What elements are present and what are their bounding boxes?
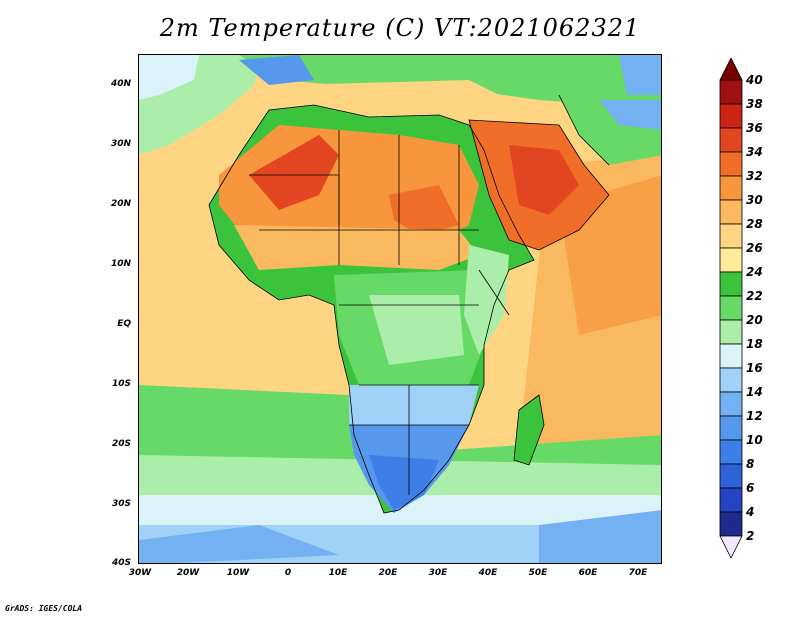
south-ocean-deep-blue	[139, 525, 339, 563]
colorbar-label: 20	[746, 313, 763, 327]
colorbar-swatch	[719, 79, 743, 105]
colorbar-swatch	[719, 151, 743, 177]
temperature-field	[139, 55, 661, 563]
colorbar-label: 36	[746, 121, 763, 135]
lon-tick-10w: 10W	[226, 568, 250, 578]
lon-tick-50e: 50E	[528, 568, 548, 578]
iran-cool	[599, 100, 661, 130]
sahara-core-2	[389, 185, 459, 235]
colorbar-label: 6	[746, 481, 755, 495]
colorbar-swatch	[719, 463, 743, 489]
grads-credit: GrADS: IGES/COLA	[5, 604, 83, 613]
arabia-core	[509, 145, 579, 215]
lat-tick-30s: 30S	[111, 499, 131, 509]
lat-tick-10s: 10S	[111, 379, 131, 389]
colorbar-swatch	[719, 175, 743, 201]
colorbar-label: 32	[746, 169, 763, 183]
colorbar-swatch	[719, 367, 743, 393]
colorbar-label: 8	[746, 457, 755, 471]
madagascar	[514, 395, 544, 465]
country-borders	[208, 94, 610, 514]
colorbar-swatch	[719, 247, 743, 273]
lon-tick-70e: 70E	[628, 568, 648, 578]
colorbar-under-triangle	[719, 535, 743, 558]
lon-tick-0: 0	[284, 568, 292, 578]
colorbar-swatch	[719, 295, 743, 321]
iberia-cool	[239, 55, 314, 85]
colorbar-label: 14	[746, 385, 763, 399]
colorbar-swatch	[719, 439, 743, 465]
lon-tick-40e: 40E	[478, 568, 498, 578]
north-atlantic-cold	[139, 55, 199, 100]
colorbar-swatch	[719, 223, 743, 249]
sahara-core	[249, 135, 339, 210]
colorbar-swatch	[719, 415, 743, 441]
colorbar-label: 2	[746, 529, 755, 543]
colorbar-label: 28	[746, 217, 763, 231]
lat-tick-20s: 20S	[111, 439, 131, 449]
lon-tick-20e: 20E	[378, 568, 398, 578]
temperature-colorbar	[719, 58, 743, 558]
southern-africa-colder	[369, 455, 439, 510]
colorbar-swatch	[719, 127, 743, 153]
lon-tick-60e: 60E	[578, 568, 598, 578]
colorbar-over-triangle	[719, 58, 743, 81]
colorbar-swatch	[719, 103, 743, 129]
southern-africa-transition	[349, 385, 479, 425]
lat-tick-10n: 10N	[110, 259, 131, 269]
colorbar-label: 16	[746, 361, 763, 375]
colorbar-swatch	[719, 199, 743, 225]
south-indian-blue	[539, 510, 661, 563]
lat-tick-30n: 30N	[110, 139, 131, 149]
colorbar-label: 38	[746, 97, 763, 111]
colorbar-label: 22	[746, 289, 763, 303]
colorbar-label: 10	[746, 433, 763, 447]
colorbar-label: 26	[746, 241, 763, 255]
map-title: 2m Temperature (C) VT:2021062321	[159, 14, 641, 42]
colorbar-swatch	[719, 343, 743, 369]
temperature-map	[138, 54, 662, 564]
lat-tick-eq: EQ	[117, 319, 131, 329]
colorbar-swatch	[719, 319, 743, 345]
east-africa-highlands	[464, 245, 509, 355]
lon-tick-10e: 10E	[328, 568, 348, 578]
colorbar-swatch	[719, 511, 743, 537]
colorbar-label: 30	[746, 193, 763, 207]
lat-tick-40s: 40S	[111, 558, 131, 568]
colorbar-swatch	[719, 271, 743, 297]
colorbar-label: 4	[746, 505, 755, 519]
sahel-band	[234, 225, 479, 270]
lat-tick-20n: 20N	[110, 199, 131, 209]
colorbar-label: 24	[746, 265, 763, 279]
lat-tick-40n: 40N	[110, 79, 131, 89]
lon-tick-30e: 30E	[428, 568, 448, 578]
mediterranean-sea	[289, 80, 499, 110]
colorbar-label: 12	[746, 409, 763, 423]
colorbar-label: 34	[746, 145, 763, 159]
lon-tick-20w: 20W	[176, 568, 200, 578]
colorbar-swatch	[719, 487, 743, 513]
colorbar-label: 18	[746, 337, 763, 351]
congo-lightgreen	[369, 295, 464, 365]
europe-land	[239, 55, 661, 105]
colorbar-label: 40	[746, 73, 763, 87]
colorbar-swatch	[719, 391, 743, 417]
lon-tick-30w: 30W	[128, 568, 152, 578]
